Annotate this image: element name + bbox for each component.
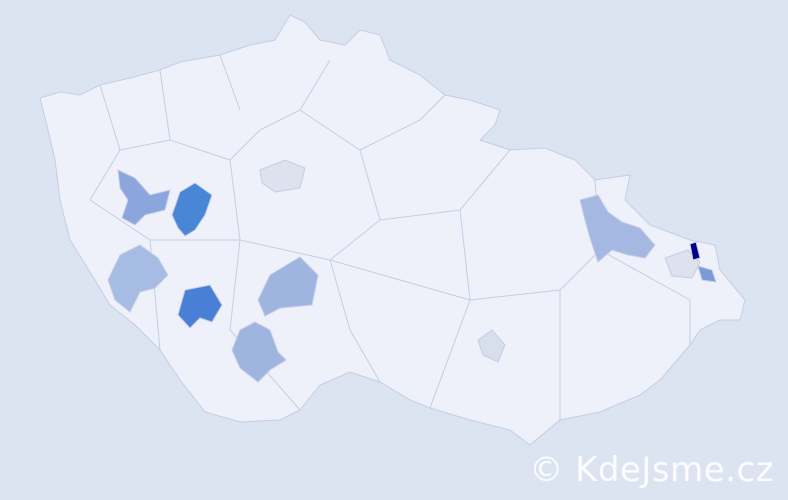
district-faint-3[interactable] [477,329,506,363]
district-light-3[interactable] [231,321,287,383]
district-faint-1[interactable] [259,159,306,193]
district-light-1[interactable] [107,244,169,313]
district-darkest[interactable] [689,241,701,261]
district-strong-1[interactable] [171,182,213,237]
district-light-4[interactable] [579,194,656,263]
district-borders [89,54,691,420]
district-medium-2[interactable] [697,265,717,283]
district-strong-2[interactable] [177,284,223,329]
district-medium-1[interactable] [117,169,171,226]
district-faint-2[interactable] [664,249,701,279]
district-light-2[interactable] [257,256,319,317]
country-outline [39,14,746,446]
watermark: © KdeJsme.cz [529,450,774,490]
